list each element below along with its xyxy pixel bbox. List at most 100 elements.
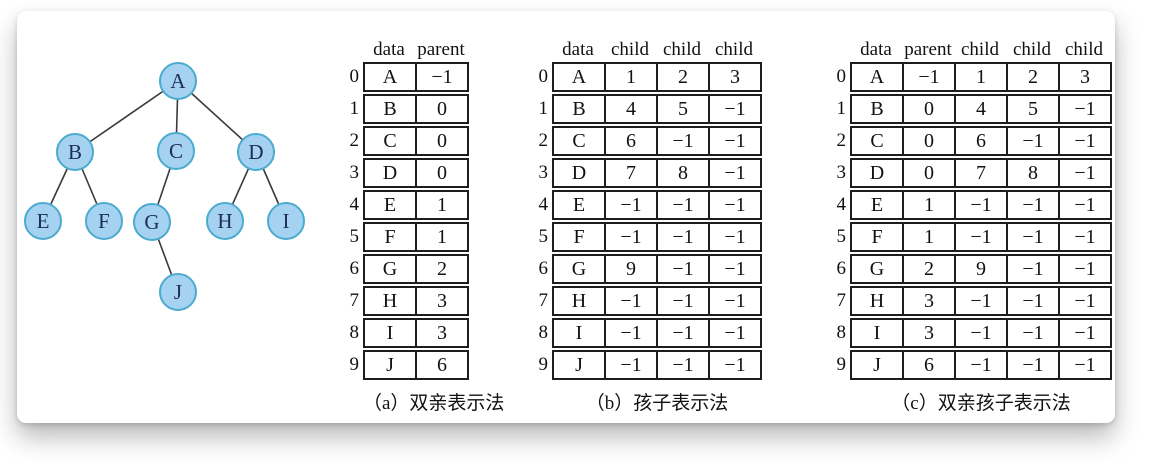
row-index: 7 <box>538 290 549 311</box>
table-cell: 7 <box>954 160 1006 186</box>
table-cell: 1 <box>902 192 954 218</box>
table-cell: 3 <box>415 288 467 314</box>
table-cell: 8 <box>1006 160 1058 186</box>
row-cells: A −1 <box>363 62 469 92</box>
node-label: B <box>68 140 82 164</box>
table-cell: −1 <box>1006 224 1058 250</box>
table-cell: −1 <box>1006 128 1058 154</box>
table-cell: B <box>870 98 884 120</box>
table-cell: F <box>384 226 396 248</box>
row-index: 9 <box>349 354 360 375</box>
table-row: 7 H −1 −1 −1 <box>530 286 762 316</box>
column-header-data: data <box>562 39 594 60</box>
table-cell: −1 <box>656 192 708 218</box>
table-cell: −1 <box>604 320 656 346</box>
table-cell: −1 <box>954 288 1006 314</box>
table-body: 0 A −1 1 2 3 1 B 0 4 5 −1 2 C 0 6 −1 −1 3 D 0 7 8 −1 4 E 1 −1 −1 −1 5 F… <box>828 62 1112 380</box>
column-header-data: data <box>373 39 405 60</box>
table-cell: −1 <box>604 192 656 218</box>
column-headers: data parent <box>363 40 504 60</box>
row-cells: F 1 −1 −1 −1 <box>850 222 1112 252</box>
row-index: 7 <box>349 290 360 311</box>
table-cell: −1 <box>656 288 708 314</box>
table-cell: 2 <box>1006 64 1058 90</box>
table-row: 5 F −1 −1 −1 <box>530 222 762 252</box>
table-cell: −1 <box>1058 128 1110 154</box>
parent-representation-table: data parent 0 A −1 1 B 0 2 C 0 3 D 0 4 E 1 5 F 1 6 G 2 7 H 3 8 I 3 9… <box>341 40 505 415</box>
table-cell: F <box>871 226 883 248</box>
row-index: 2 <box>538 130 549 151</box>
table-row: 8 I 3 −1 −1 −1 <box>828 318 1112 348</box>
node-label: J <box>174 280 182 304</box>
table-cell: J <box>873 354 881 376</box>
table-cell: −1 <box>1058 352 1110 378</box>
row-index: 0 <box>349 66 360 87</box>
table-cell: −1 <box>1006 320 1058 346</box>
table-cell: −1 <box>1058 160 1110 186</box>
table-row: 5 F 1 −1 −1 −1 <box>828 222 1112 252</box>
table-cell: −1 <box>604 224 656 250</box>
tree-node-B: B <box>56 133 94 171</box>
table-cell: −1 <box>954 352 1006 378</box>
table-cell: −1 <box>415 64 467 90</box>
table-cell: 0 <box>902 96 954 122</box>
table-cell: B <box>383 98 397 120</box>
column-header-child: child <box>1065 39 1103 60</box>
column-header-parent: parent <box>417 39 465 60</box>
node-circle <box>24 202 62 240</box>
row-index: 7 <box>836 290 847 311</box>
node-label: G <box>144 210 159 234</box>
table-cell: C <box>572 130 586 152</box>
row-cells: I 3 −1 −1 −1 <box>850 318 1112 348</box>
tree-node-F: F <box>85 202 123 240</box>
table-cell: −1 <box>1058 288 1110 314</box>
table-cell: 1 <box>415 224 467 250</box>
row-index: 1 <box>836 98 847 119</box>
node-label: I <box>283 209 290 233</box>
table-cell: G <box>382 258 398 280</box>
row-cells: B 4 5 −1 <box>552 94 762 124</box>
table-row: 0 A −1 1 2 3 <box>828 62 1112 92</box>
table-cell: 4 <box>954 96 1006 122</box>
table-row: 6 G 9 −1 −1 <box>530 254 762 284</box>
row-index: 8 <box>538 322 549 343</box>
column-headers: data parent child child child <box>850 40 1112 60</box>
table-cell: 8 <box>656 160 708 186</box>
node-circle <box>85 202 123 240</box>
tree-node-C: C <box>157 132 195 170</box>
table-cell: 1 <box>954 64 1006 90</box>
tree-diagram: A B C D E F G H I J <box>24 62 305 311</box>
column-header-child: child <box>663 39 701 60</box>
caption-text: （c）双亲孩子表示法 <box>891 393 1071 414</box>
parent-child-representation-table: data parent child child child 0 A −1 1 2 3 1 B 0 4 5 −1… <box>828 40 1112 415</box>
table-cell: H <box>869 290 885 312</box>
table-row: 0 A −1 <box>341 62 504 92</box>
node-label: D <box>248 140 263 164</box>
table-cell: A <box>382 66 398 88</box>
column-headers: data child child child <box>552 40 762 60</box>
table-cell: E <box>870 194 884 216</box>
row-index: 9 <box>538 354 549 375</box>
column-header-data: data <box>860 39 892 60</box>
table-cell: −1 <box>1058 320 1110 346</box>
table-cell: E <box>383 194 397 216</box>
row-index: 3 <box>349 162 360 183</box>
table-cell: J <box>575 354 583 376</box>
tree-node-E: E <box>24 202 62 240</box>
row-cells: H 3 −1 −1 −1 <box>850 286 1112 316</box>
table-cell: 0 <box>415 128 467 154</box>
tree-node-G: G <box>133 203 171 241</box>
table-body: 0 A −1 1 B 0 2 C 0 3 D 0 4 E 1 5 F 1 6 G 2 7 H 3 8 I 3 9 J 6 <box>341 62 504 380</box>
table-caption: （c）双亲孩子表示法 <box>850 388 1112 415</box>
row-index: 3 <box>538 162 549 183</box>
table-body: 0 A 1 2 3 1 B 4 5 −1 2 C 6 −1 −1 3 D 7 8 −1 4 E −1 −1 −1 5 F −1 −1 −1… <box>530 62 762 380</box>
node-circle <box>206 202 244 240</box>
